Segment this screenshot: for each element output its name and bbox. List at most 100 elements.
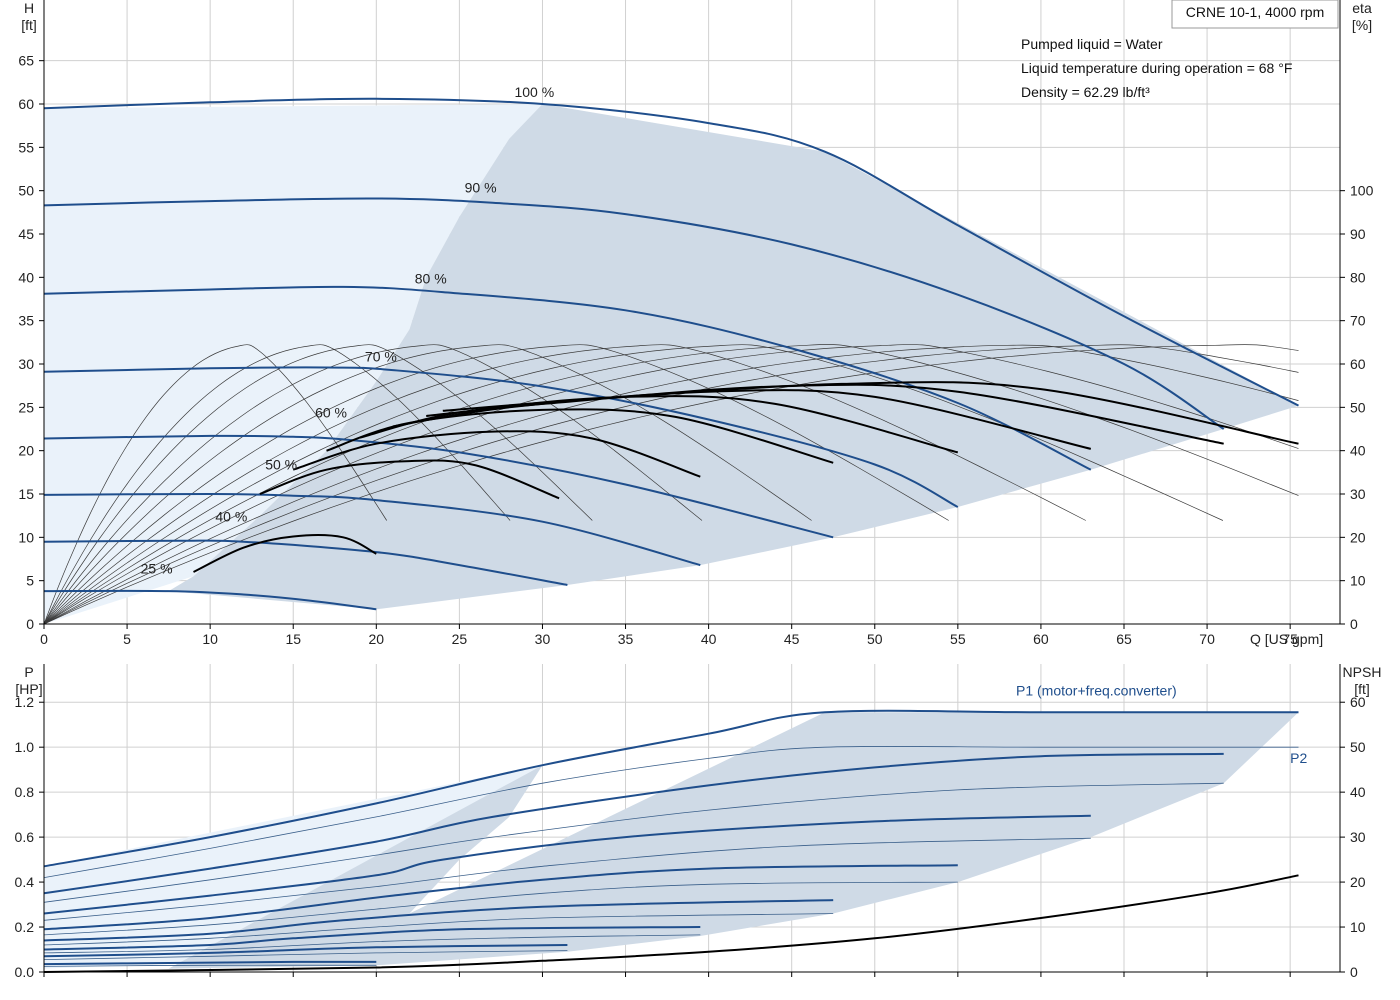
y-tick-label: 25: [18, 399, 34, 415]
y2-tick-label: 50: [1350, 739, 1366, 755]
y-tick-label: 1.2: [15, 694, 35, 710]
eff-reference-curve: [43, 344, 511, 625]
y-tick-label: 0.4: [15, 874, 35, 890]
y2-tick-label: 40: [1350, 784, 1366, 800]
y-tick-label: 0.2: [15, 919, 35, 935]
x-tick-label: 75: [1282, 631, 1298, 647]
thin-curve: [43, 837, 1091, 921]
y2-axis-title: NPSH: [1343, 664, 1382, 680]
efficiency-curve: [442, 381, 1299, 445]
pump-curve: [43, 814, 1091, 915]
thin-curve: [43, 964, 377, 967]
top-operating-areas: [44, 104, 1299, 624]
pump-curve: [43, 589, 377, 611]
y2-tick-label: 30: [1350, 486, 1366, 502]
y-tick-label: 5: [26, 573, 34, 589]
y-axis-title: H: [24, 0, 34, 16]
x-tick-label: 55: [950, 631, 966, 647]
p1-label: P1 (motor+freq.converter): [1016, 682, 1177, 698]
y2-tick-label: 10: [1350, 919, 1366, 935]
y2-tick-label: 90: [1350, 226, 1366, 242]
efficiency-curve: [43, 874, 1299, 973]
speed-label: 25 %: [141, 561, 173, 577]
x-tick-label: 70: [1199, 631, 1215, 647]
y2-tick-label: 0: [1350, 964, 1358, 980]
pump-curve: [43, 197, 1225, 430]
y-axis-title: P: [24, 664, 33, 680]
x-tick-label: 15: [285, 631, 301, 647]
y2-tick-label: 60: [1350, 694, 1366, 710]
y-tick-label: 55: [18, 139, 34, 155]
y-axis-title: [HP]: [15, 681, 42, 697]
x-tick-label: 10: [202, 631, 218, 647]
y2-axis-title: [ft]: [1354, 681, 1370, 697]
thin-curve: [43, 950, 568, 960]
pump-curve: [43, 539, 568, 586]
y2-axis-title: eta: [1352, 0, 1372, 16]
y-tick-label: 0.8: [15, 784, 35, 800]
x-tick-label: 65: [1116, 631, 1132, 647]
pump-curve: [43, 864, 958, 931]
eff-reference-curve: [43, 344, 1299, 625]
eff-reference-curve: [43, 344, 812, 625]
pump-curve: [43, 944, 568, 958]
y2-tick-label: 20: [1350, 874, 1366, 890]
speed-label: 40 %: [215, 509, 247, 525]
pump-curve: [43, 709, 1299, 868]
y-tick-label: 15: [18, 486, 34, 502]
chart-title: CRNE 10-1, 4000 rpm: [1186, 4, 1325, 20]
x-tick-label: 60: [1033, 631, 1049, 647]
y2-tick-label: 50: [1350, 399, 1366, 415]
pump-curve: [43, 97, 1299, 407]
speed-label: 60 %: [315, 405, 347, 421]
speed-label: 50 %: [265, 457, 297, 473]
y-tick-label: 50: [18, 183, 34, 199]
title-box: [1171, 0, 1339, 29]
pump-curve: [43, 926, 701, 951]
y-axis-title: [ft]: [21, 17, 37, 33]
thin-curve: [43, 934, 701, 954]
y-tick-label: 45: [18, 226, 34, 242]
bottom-series: [43, 709, 1299, 973]
x-tick-label: 30: [535, 631, 551, 647]
pump-curve: [43, 752, 1224, 895]
condition-note: Pumped liquid = Water: [1021, 36, 1163, 52]
top-series: 100 % 90 % 80 % 70 % 60 % 50 % 40 % 25 %: [43, 84, 1299, 625]
eff-reference-curve: [43, 344, 387, 625]
annotations: CRNE 10-1, 4000 rpm Pumped liquid = Water…: [1016, 0, 1339, 766]
x-tick-label: 40: [701, 631, 717, 647]
bottom-axes: 0.0 0.2 0.4 0.6 0.8 1.0 1.2 0 10 20 30 40 50 60 P[HP] N…: [15, 664, 1382, 980]
y-tick-label: 10: [18, 529, 34, 545]
pump-curve: [43, 366, 959, 508]
y-tick-label: 1.0: [15, 739, 35, 755]
eff-reference-curve: [43, 344, 593, 625]
thin-curve: [43, 782, 1224, 903]
top-axes: 0510152025303540455055606501020304050607…: [18, 0, 1374, 647]
y-tick-label: 0.0: [15, 964, 35, 980]
condition-note: Density = 62.29 lb/ft³: [1021, 84, 1150, 100]
y-tick-label: 35: [18, 313, 34, 329]
x-tick-label: 0: [40, 631, 48, 647]
y2-tick-label: 0: [1350, 616, 1358, 632]
y2-tick-label: 60: [1350, 356, 1366, 372]
light-area: [44, 765, 543, 969]
x-tick-label: 25: [452, 631, 468, 647]
x-tick-label: 45: [784, 631, 800, 647]
eff-reference-curve: [43, 344, 1299, 625]
y-tick-label: 40: [18, 269, 34, 285]
p2-label: P2: [1290, 750, 1307, 766]
speed-label: 100 %: [514, 84, 554, 100]
y-tick-label: 20: [18, 443, 34, 459]
operating-area: [168, 712, 1299, 969]
thin-curve: [43, 881, 958, 936]
x-tick-label: 5: [123, 631, 131, 647]
eff-reference-curve: [43, 344, 949, 625]
pump-curve: [43, 492, 701, 567]
eff-reference-curve: [43, 344, 703, 625]
y2-tick-label: 30: [1350, 829, 1366, 845]
y-tick-label: 65: [18, 53, 34, 69]
efficiency-curve: [259, 459, 560, 500]
pump-curve: [43, 434, 834, 539]
bottom-operating-areas: [44, 712, 1299, 969]
